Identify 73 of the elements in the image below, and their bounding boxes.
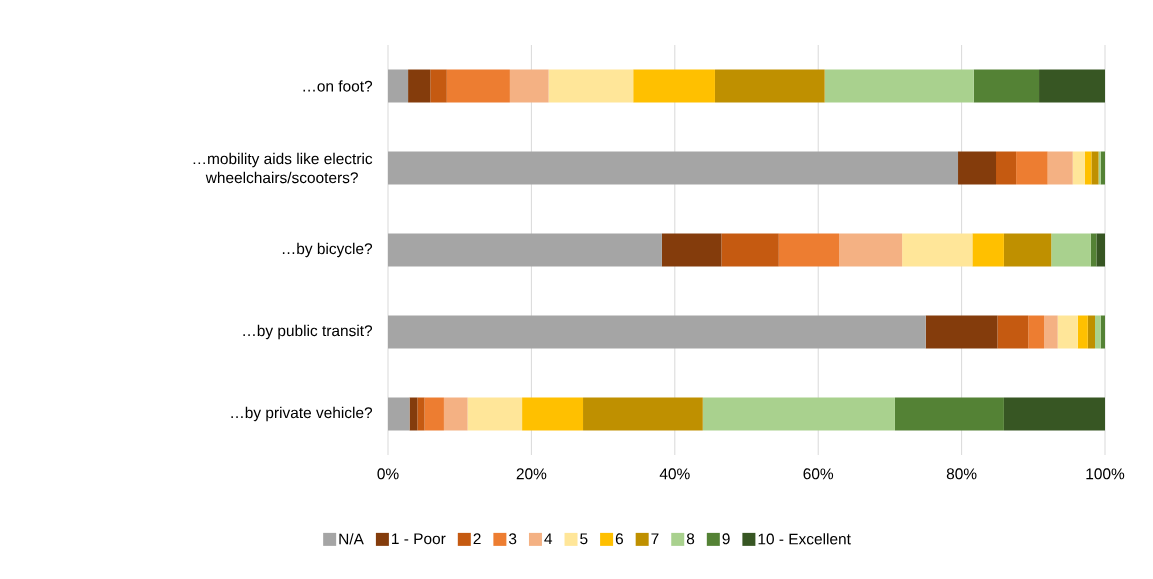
- bar: [548, 69, 634, 103]
- bar: [973, 69, 1040, 103]
- bar: [1098, 151, 1101, 185]
- bar: [1028, 315, 1045, 349]
- bar: [388, 151, 959, 185]
- y-tick-label: …by bicycle?: [282, 242, 373, 258]
- bar: [1072, 151, 1085, 185]
- legend-label: 8: [686, 533, 695, 545]
- bar: [583, 397, 703, 431]
- bar: [661, 233, 722, 267]
- bar: [972, 233, 1004, 267]
- bar: [446, 69, 510, 103]
- legend-label: 2: [473, 533, 481, 545]
- bar: [443, 397, 468, 431]
- bar: [778, 233, 839, 267]
- x-tick-label: 100%: [1086, 468, 1125, 480]
- bar: [824, 69, 974, 103]
- bar: [1077, 315, 1088, 349]
- legend-label: 1 - Poor: [392, 533, 446, 545]
- bar: [1057, 315, 1078, 349]
- bar: [1051, 233, 1091, 267]
- bar: [996, 151, 1017, 185]
- bar: [1047, 151, 1073, 185]
- y-tick-label: …by private vehicle?: [231, 406, 373, 422]
- bar: [1091, 151, 1099, 185]
- bar: [388, 315, 926, 349]
- x-tick-label: 40%: [659, 468, 690, 480]
- x-tick-label: 80%: [946, 468, 977, 480]
- legend-label: 10 - Excellent: [758, 533, 851, 545]
- bar: [388, 69, 409, 103]
- bar: [839, 233, 903, 267]
- bar: [714, 69, 825, 103]
- bar: [430, 69, 447, 103]
- bar: [633, 69, 715, 103]
- legend-label: 5: [580, 533, 588, 545]
- bar: [424, 397, 444, 431]
- bar: [1016, 151, 1048, 185]
- legend-label: 9: [722, 533, 730, 545]
- bar: [1039, 69, 1106, 103]
- y-tick-label: …mobility aids like electric wheelchairs/scooters?: [193, 152, 373, 184]
- bar: [1003, 397, 1106, 431]
- bar: [509, 69, 549, 103]
- bar: [417, 397, 425, 431]
- bar: [1087, 315, 1095, 349]
- y-tick-label: …by public transit?: [243, 324, 373, 340]
- bar: [1100, 315, 1106, 349]
- legend-label: N/A: [339, 533, 364, 545]
- bar: [467, 397, 523, 431]
- bar: [1084, 151, 1092, 185]
- bar: [1096, 233, 1106, 267]
- bar: [958, 151, 997, 185]
- bar: [522, 397, 584, 431]
- bar: [388, 397, 410, 431]
- bar: [721, 233, 779, 267]
- x-tick-label: 60%: [803, 468, 834, 480]
- bar: [1100, 151, 1106, 185]
- legend-label: 7: [651, 533, 659, 545]
- legend-label: 6: [615, 533, 623, 545]
- y-tick-label: …on foot?: [303, 80, 373, 92]
- legend-label: 4: [544, 533, 553, 545]
- bar: [408, 69, 431, 103]
- legend-label: 3: [508, 533, 517, 545]
- x-tick-label: 20%: [516, 468, 547, 480]
- bar: [1044, 315, 1058, 349]
- bar: [1094, 315, 1101, 349]
- bar: [894, 397, 1004, 431]
- bar: [997, 315, 1029, 349]
- bar: [925, 315, 998, 349]
- bar: [388, 233, 662, 267]
- bar: [702, 397, 895, 431]
- x-tick-label: 0%: [377, 468, 399, 480]
- bar: [1003, 233, 1052, 267]
- bar: [902, 233, 973, 267]
